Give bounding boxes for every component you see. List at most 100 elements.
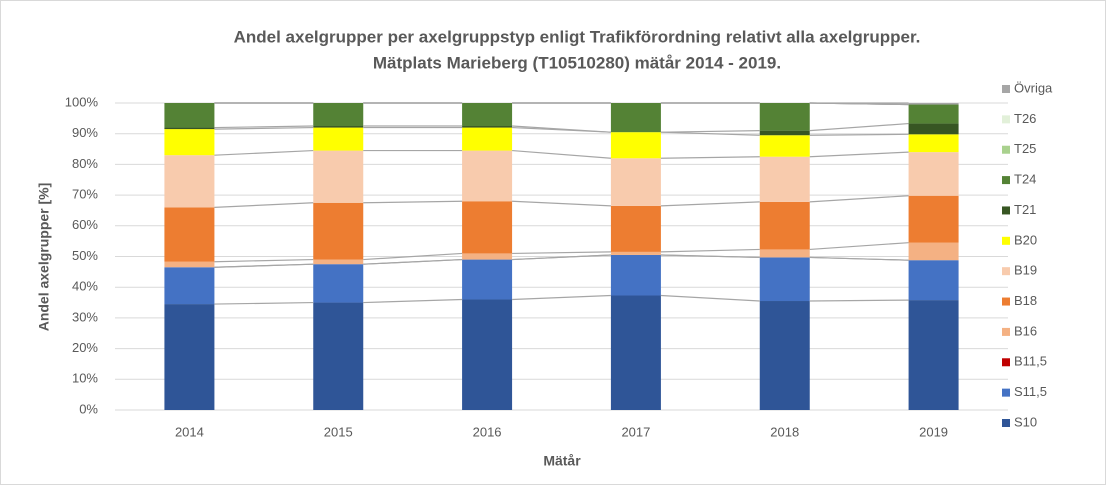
- legend-label: S10: [1014, 414, 1037, 429]
- bar-segment: [610, 103, 661, 133]
- legend-swatch: [1002, 176, 1010, 185]
- y-tick-label: 70%: [72, 187, 98, 202]
- bar-segment: [462, 259, 513, 300]
- bar-segment: [759, 130, 810, 136]
- chart-title: Mätplats Marieberg (T10510280) mätår 201…: [373, 53, 781, 72]
- legend-label: S11,5: [1014, 384, 1047, 399]
- bar-segment: [908, 242, 959, 261]
- series-line: [809, 299, 909, 302]
- y-tick-label: 0%: [79, 401, 98, 416]
- legend-swatch: [1002, 206, 1010, 215]
- legend-label: B11,5: [1014, 354, 1047, 369]
- bar-segment: [164, 267, 215, 305]
- series-line: [809, 195, 909, 203]
- series-line: [363, 258, 463, 265]
- bar-segment: [313, 127, 364, 151]
- bar-segment: [313, 103, 364, 127]
- bar-segment: [610, 132, 661, 159]
- series-line: [809, 242, 909, 251]
- legend-label: T26: [1014, 111, 1036, 126]
- bar-segment: [610, 251, 661, 255]
- bar-segment: [313, 126, 364, 128]
- series-line: [214, 258, 314, 263]
- y-tick-label: 60%: [72, 217, 98, 232]
- bar-segment: [462, 127, 513, 151]
- series-line: [363, 298, 463, 304]
- legend-swatch: [1002, 297, 1010, 306]
- bar-segment: [462, 150, 513, 202]
- series-line: [214, 125, 314, 129]
- bar-segment: [164, 304, 215, 410]
- bar-segment: [164, 207, 215, 262]
- legend-swatch: [1002, 145, 1010, 154]
- chart-title: Andel axelgrupper per axelgruppstyp enli…: [234, 27, 921, 46]
- series-line: [512, 149, 611, 159]
- y-tick-label: 10%: [72, 371, 98, 386]
- series-line: [660, 201, 760, 207]
- bar-segment: [313, 259, 364, 265]
- series-line: [660, 131, 760, 136]
- series-line: [214, 301, 314, 305]
- series-line: [512, 294, 611, 301]
- bar-segment: [759, 201, 810, 250]
- legend-label: B16: [1014, 323, 1037, 338]
- bar-segment: [164, 155, 215, 208]
- bar-segment: [610, 295, 661, 410]
- y-tick-label: 100%: [65, 94, 99, 109]
- x-tick-label: 2016: [473, 424, 502, 439]
- y-tick-label: 30%: [72, 309, 98, 324]
- series-line: [512, 251, 611, 255]
- legend-swatch: [1002, 236, 1010, 245]
- x-axis-title: Mätår: [543, 453, 581, 469]
- legend-label: B19: [1014, 263, 1037, 278]
- legend-swatch: [1002, 115, 1010, 124]
- y-axis-title: Andel axelgrupper [%]: [36, 183, 52, 332]
- legend-swatch: [1002, 85, 1010, 93]
- series-line: [809, 133, 909, 136]
- series-line: [660, 294, 760, 302]
- series-line: [512, 125, 611, 133]
- legend-label: T21: [1014, 202, 1036, 217]
- bar-segment: [908, 123, 959, 135]
- series-line: [512, 254, 611, 261]
- bar-segment: [462, 299, 513, 410]
- bar-segment: [610, 254, 661, 296]
- y-tick-label: 20%: [72, 340, 98, 355]
- legend-swatch: [1002, 327, 1010, 336]
- x-tick-label: 2015: [324, 424, 353, 439]
- y-tick-label: 90%: [72, 125, 98, 140]
- bar-segment: [610, 205, 661, 252]
- bar-segment: [908, 152, 959, 196]
- series-line: [214, 149, 314, 156]
- series-line: [809, 151, 909, 158]
- x-tick-label: 2018: [770, 424, 799, 439]
- y-tick-label: 50%: [72, 248, 98, 263]
- series-line: [512, 200, 611, 207]
- bar-segment: [462, 201, 513, 254]
- bar-segment: [908, 260, 959, 301]
- legend-label: T24: [1014, 172, 1036, 187]
- bar-segment: [462, 126, 513, 128]
- series-line: [660, 254, 760, 259]
- bar-segment: [908, 134, 959, 153]
- legend-swatch: [1002, 267, 1010, 276]
- bar-segment: [164, 261, 215, 268]
- legend-swatch: [1002, 358, 1010, 367]
- x-tick-label: 2014: [175, 424, 204, 439]
- bar-segment: [908, 103, 959, 105]
- bar-segment: [164, 129, 215, 156]
- legend-swatch: [1002, 388, 1010, 397]
- series-line: [363, 200, 463, 204]
- y-tick-label: 40%: [72, 279, 98, 294]
- y-tick-label: 80%: [72, 156, 98, 171]
- x-tick-label: 2019: [919, 424, 948, 439]
- legend-label: T25: [1014, 141, 1036, 156]
- bar-segment: [759, 257, 810, 302]
- bar-segment: [164, 127, 215, 130]
- bar-segment: [908, 195, 959, 243]
- legend-swatch: [1002, 419, 1010, 427]
- bar-segment: [313, 302, 364, 410]
- legend-label: Övriga: [1014, 80, 1053, 95]
- bar-segment: [908, 104, 959, 124]
